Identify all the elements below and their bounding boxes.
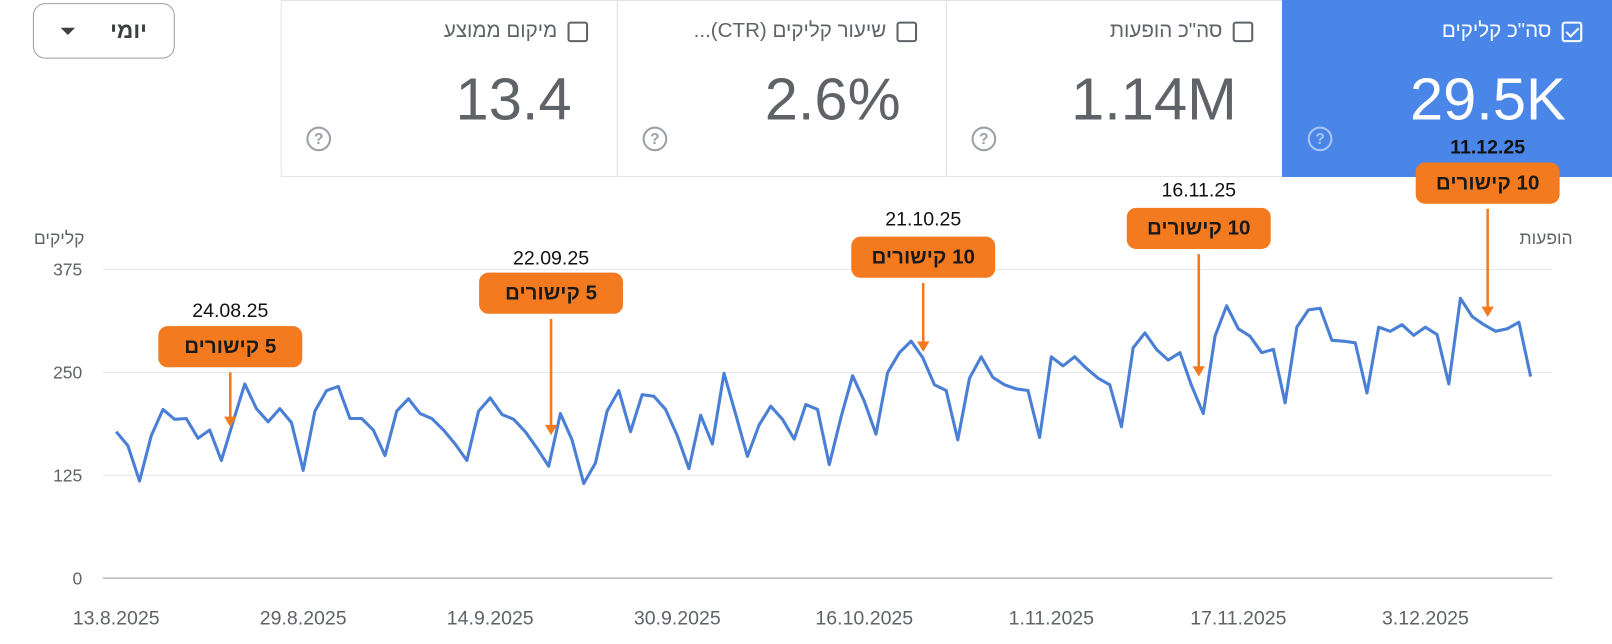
annotation-label: 5 קישורים (479, 272, 624, 314)
metric-title: שיעור קליקים (CTR)... (693, 19, 887, 43)
x-tick-label: 16.10.2025 (815, 607, 913, 629)
metric-title: סה"כ הופעות (1109, 19, 1223, 43)
x-tick-label: 30.9.2025 (634, 607, 721, 629)
arrow-down-icon (544, 424, 558, 436)
annotation-date: 21.10.25 (885, 208, 962, 231)
y-axis-title-right: הופעות (1519, 228, 1573, 248)
annotation-date: 24.08.25 (192, 300, 269, 323)
y-tick-label: 250 (53, 363, 82, 383)
arrow-down-icon (1481, 306, 1494, 317)
x-tick-label: 29.8.2025 (260, 607, 347, 629)
granularity-dropdown-label: יומי (110, 17, 147, 44)
metric-title: מיקום ממוצע (443, 19, 558, 43)
help-icon[interactable]: ? (1307, 126, 1333, 152)
metric-card-average-position[interactable]: מיקום ממוצע 13.4 ? (280, 0, 618, 177)
help-icon[interactable]: ? (642, 126, 668, 152)
help-icon[interactable]: ? (971, 126, 997, 152)
x-tick-label: 3.12.2025 (1382, 607, 1469, 629)
annotation-label: 10 קישורים (851, 236, 996, 278)
chevron-down-icon (60, 27, 76, 35)
clicks-series-line (114, 296, 1533, 486)
granularity-dropdown[interactable]: יומי (32, 3, 175, 59)
y-tick-label: 0 (73, 568, 83, 588)
annotation-date: 16.11.25 (1161, 180, 1237, 202)
metric-title: סה"כ קליקים (1441, 19, 1552, 43)
x-tick-label: 1.11.2025 (1009, 607, 1095, 629)
arrow-down-icon (917, 341, 930, 352)
y-axis-title-left: קליקים (33, 228, 85, 248)
checkbox-icon[interactable] (1232, 21, 1254, 42)
arrow-down-icon (224, 416, 237, 427)
checkbox-icon[interactable] (896, 21, 918, 42)
x-tick-label: 14.9.2025 (447, 607, 534, 629)
checkbox-checked-icon[interactable] (1561, 21, 1583, 42)
checkbox-icon[interactable] (567, 21, 589, 42)
annotation-label: 5 קישורים (158, 326, 303, 368)
annotation-label: 10 קישורים (1415, 162, 1560, 204)
help-icon[interactable]: ? (306, 126, 332, 152)
x-tick-label: 13.8.2025 (73, 607, 160, 629)
y-tick-label: 125 (53, 465, 82, 485)
x-tick-label: 17.11.2025 (1190, 607, 1286, 629)
metric-value: 2.6% (764, 65, 901, 133)
annotation-date: 11.12.25 (1450, 136, 1526, 159)
annotation-date: 22.09.25 (513, 247, 590, 270)
metric-value: 29.5K (1409, 65, 1566, 133)
arrow-down-icon (1192, 366, 1205, 377)
metric-card-impressions[interactable]: סה"כ הופעות 1.14M ? (945, 0, 1284, 177)
metric-value: 13.4 (455, 65, 572, 133)
metric-card-ctr[interactable]: שיעור קליקים (CTR)... 2.6% ? (616, 0, 947, 177)
annotation-label: 10 קישורים (1126, 207, 1271, 249)
metric-card-clicks[interactable]: סה"כ קליקים 29.5K ? (1282, 0, 1612, 177)
y-tick-label: 375 (53, 260, 82, 280)
metric-value: 1.14M (1071, 65, 1237, 133)
